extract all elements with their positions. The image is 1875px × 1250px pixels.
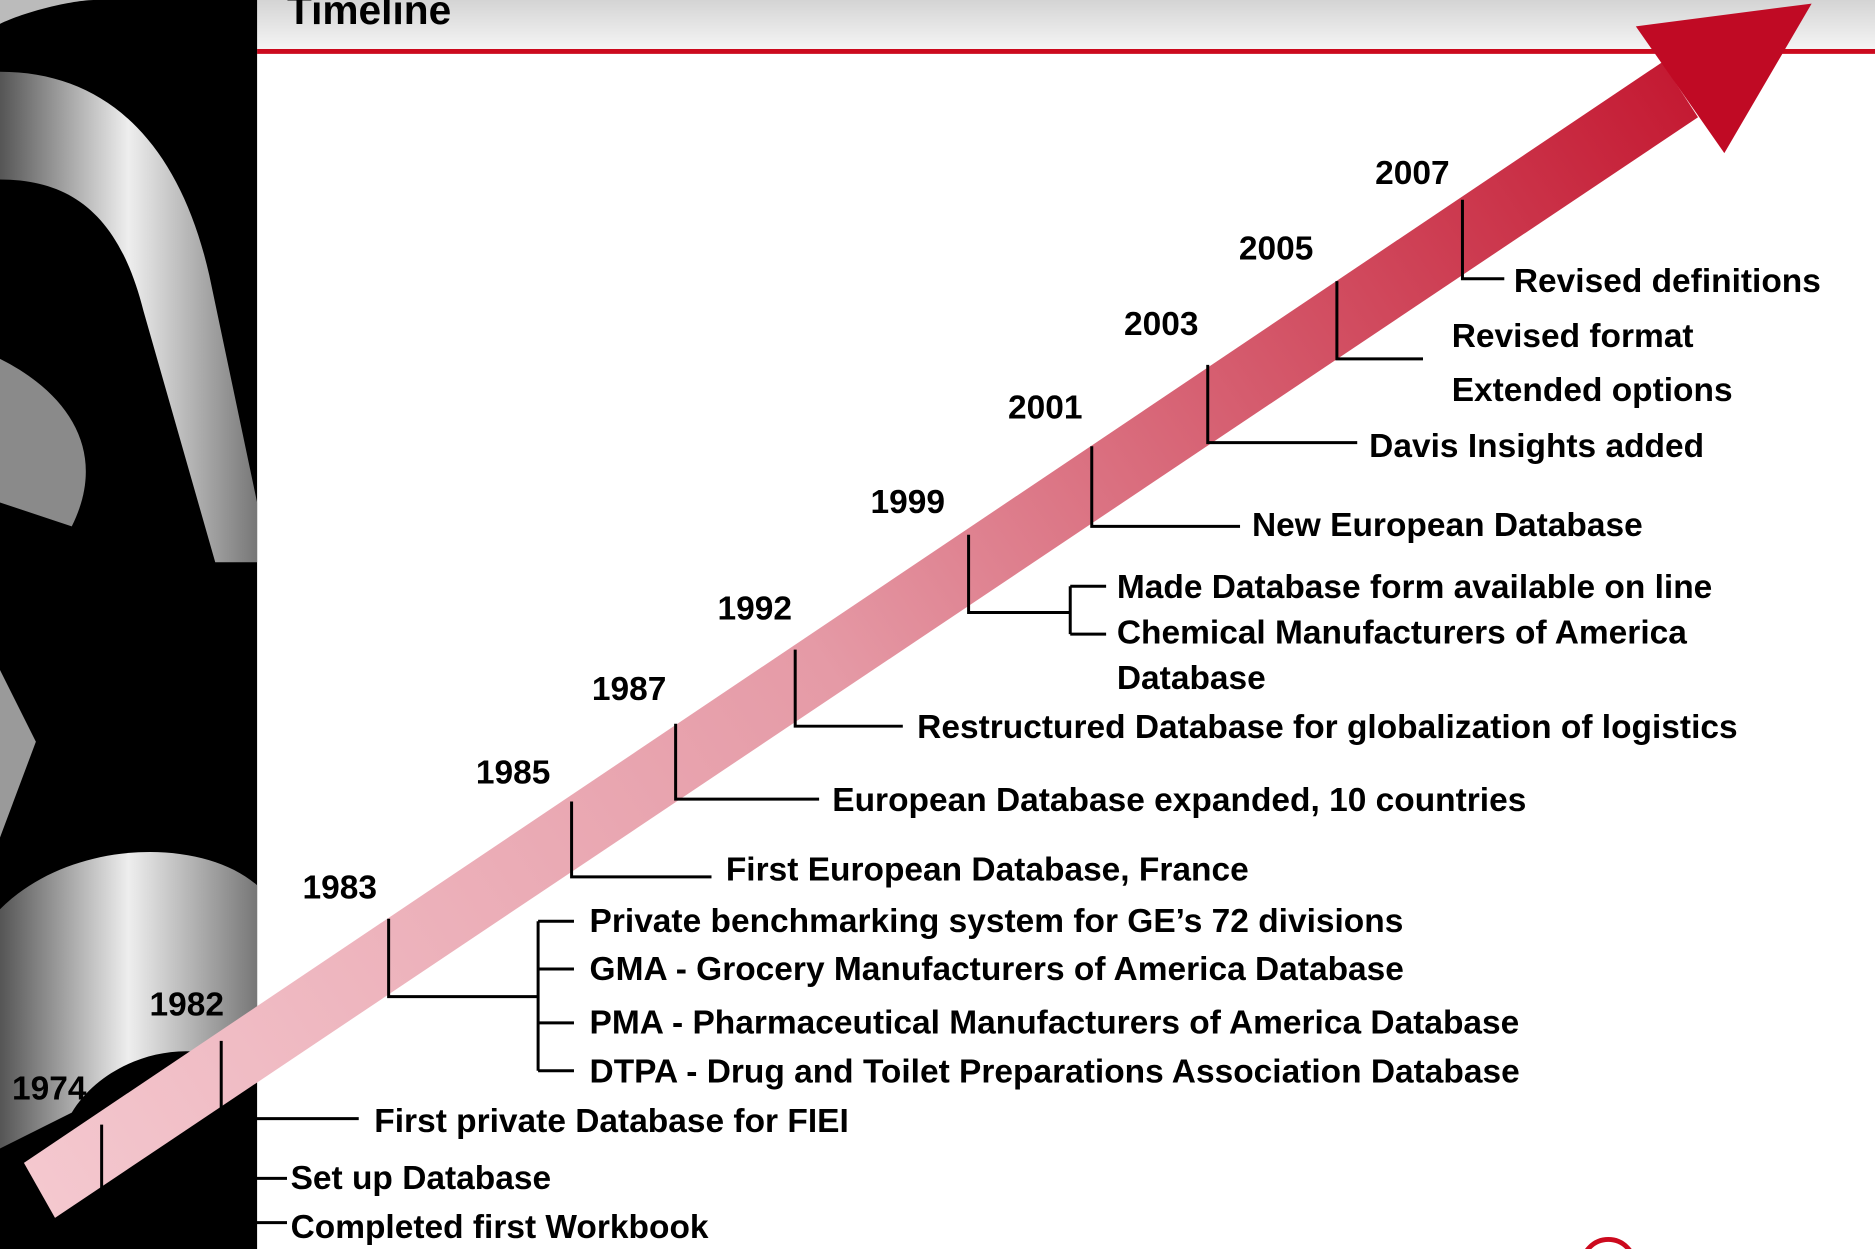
event-item: Chemical Manufacturers of America Databa… bbox=[1116, 613, 1687, 697]
event-item: Restructured Database for globalization … bbox=[917, 708, 1738, 746]
event-item: First European Database, France bbox=[725, 850, 1249, 888]
event-item: DTPA - Drug and Toilet Preparations Asso… bbox=[589, 1052, 1520, 1090]
side-pipe bbox=[0, 851, 258, 1149]
connector bbox=[1206, 364, 1358, 445]
side-pipe bbox=[0, 669, 36, 838]
event-item: GMA - Grocery Manufacturers of America D… bbox=[589, 949, 1404, 987]
arrow-head bbox=[1635, 3, 1812, 154]
event-item: First private Database for FIEI bbox=[374, 1101, 849, 1139]
connector bbox=[1335, 281, 1423, 361]
year-label: 1985 bbox=[475, 753, 551, 791]
connector bbox=[967, 534, 1107, 636]
connector bbox=[570, 801, 712, 879]
event-item: Extended options bbox=[1451, 370, 1733, 408]
connector bbox=[674, 723, 820, 801]
year-label: 2003 bbox=[1124, 305, 1199, 343]
connector bbox=[793, 649, 903, 728]
event-item: Revised format bbox=[1451, 317, 1694, 355]
year-label: 1987 bbox=[591, 669, 667, 708]
year-label: 1992 bbox=[717, 589, 792, 627]
event-item: Set up Database bbox=[290, 1159, 552, 1197]
logo bbox=[1585, 1237, 1632, 1249]
event-item: Davis Insights added bbox=[1369, 427, 1705, 465]
header-bar bbox=[257, 0, 1875, 52]
arrow-shaft bbox=[23, 62, 1699, 1218]
connector bbox=[1090, 446, 1241, 528]
event-item: Revised definitions bbox=[1513, 262, 1821, 300]
event-item: Made Database form available on line bbox=[1116, 568, 1713, 606]
connector bbox=[100, 1124, 287, 1225]
year-label: 2001 bbox=[1008, 388, 1083, 426]
event-item: Private benchmarking system for GE’s 72 … bbox=[589, 902, 1404, 940]
side-pipe bbox=[0, 0, 96, 24]
side-pipe bbox=[0, 358, 86, 527]
year-label: 1982 bbox=[149, 985, 224, 1023]
year-label: 2005 bbox=[1238, 229, 1314, 267]
connector bbox=[219, 1040, 359, 1121]
year-label: 2007 bbox=[1375, 154, 1450, 192]
event-item: New European Database bbox=[1251, 506, 1643, 544]
year-label: 1974 bbox=[11, 1069, 87, 1107]
connector bbox=[387, 918, 574, 1073]
event-item: Completed first Workbook bbox=[290, 1208, 709, 1246]
event-item: European Database expanded, 10 countries bbox=[832, 781, 1527, 819]
year-label: 1999 bbox=[870, 483, 946, 521]
title: Timeline bbox=[286, 0, 452, 34]
side-pipe bbox=[0, 71, 258, 563]
year-label: 1983 bbox=[302, 868, 378, 906]
event-item: PMA - Pharmaceutical Manufacturers of Am… bbox=[589, 1003, 1520, 1041]
connector bbox=[1460, 199, 1505, 281]
